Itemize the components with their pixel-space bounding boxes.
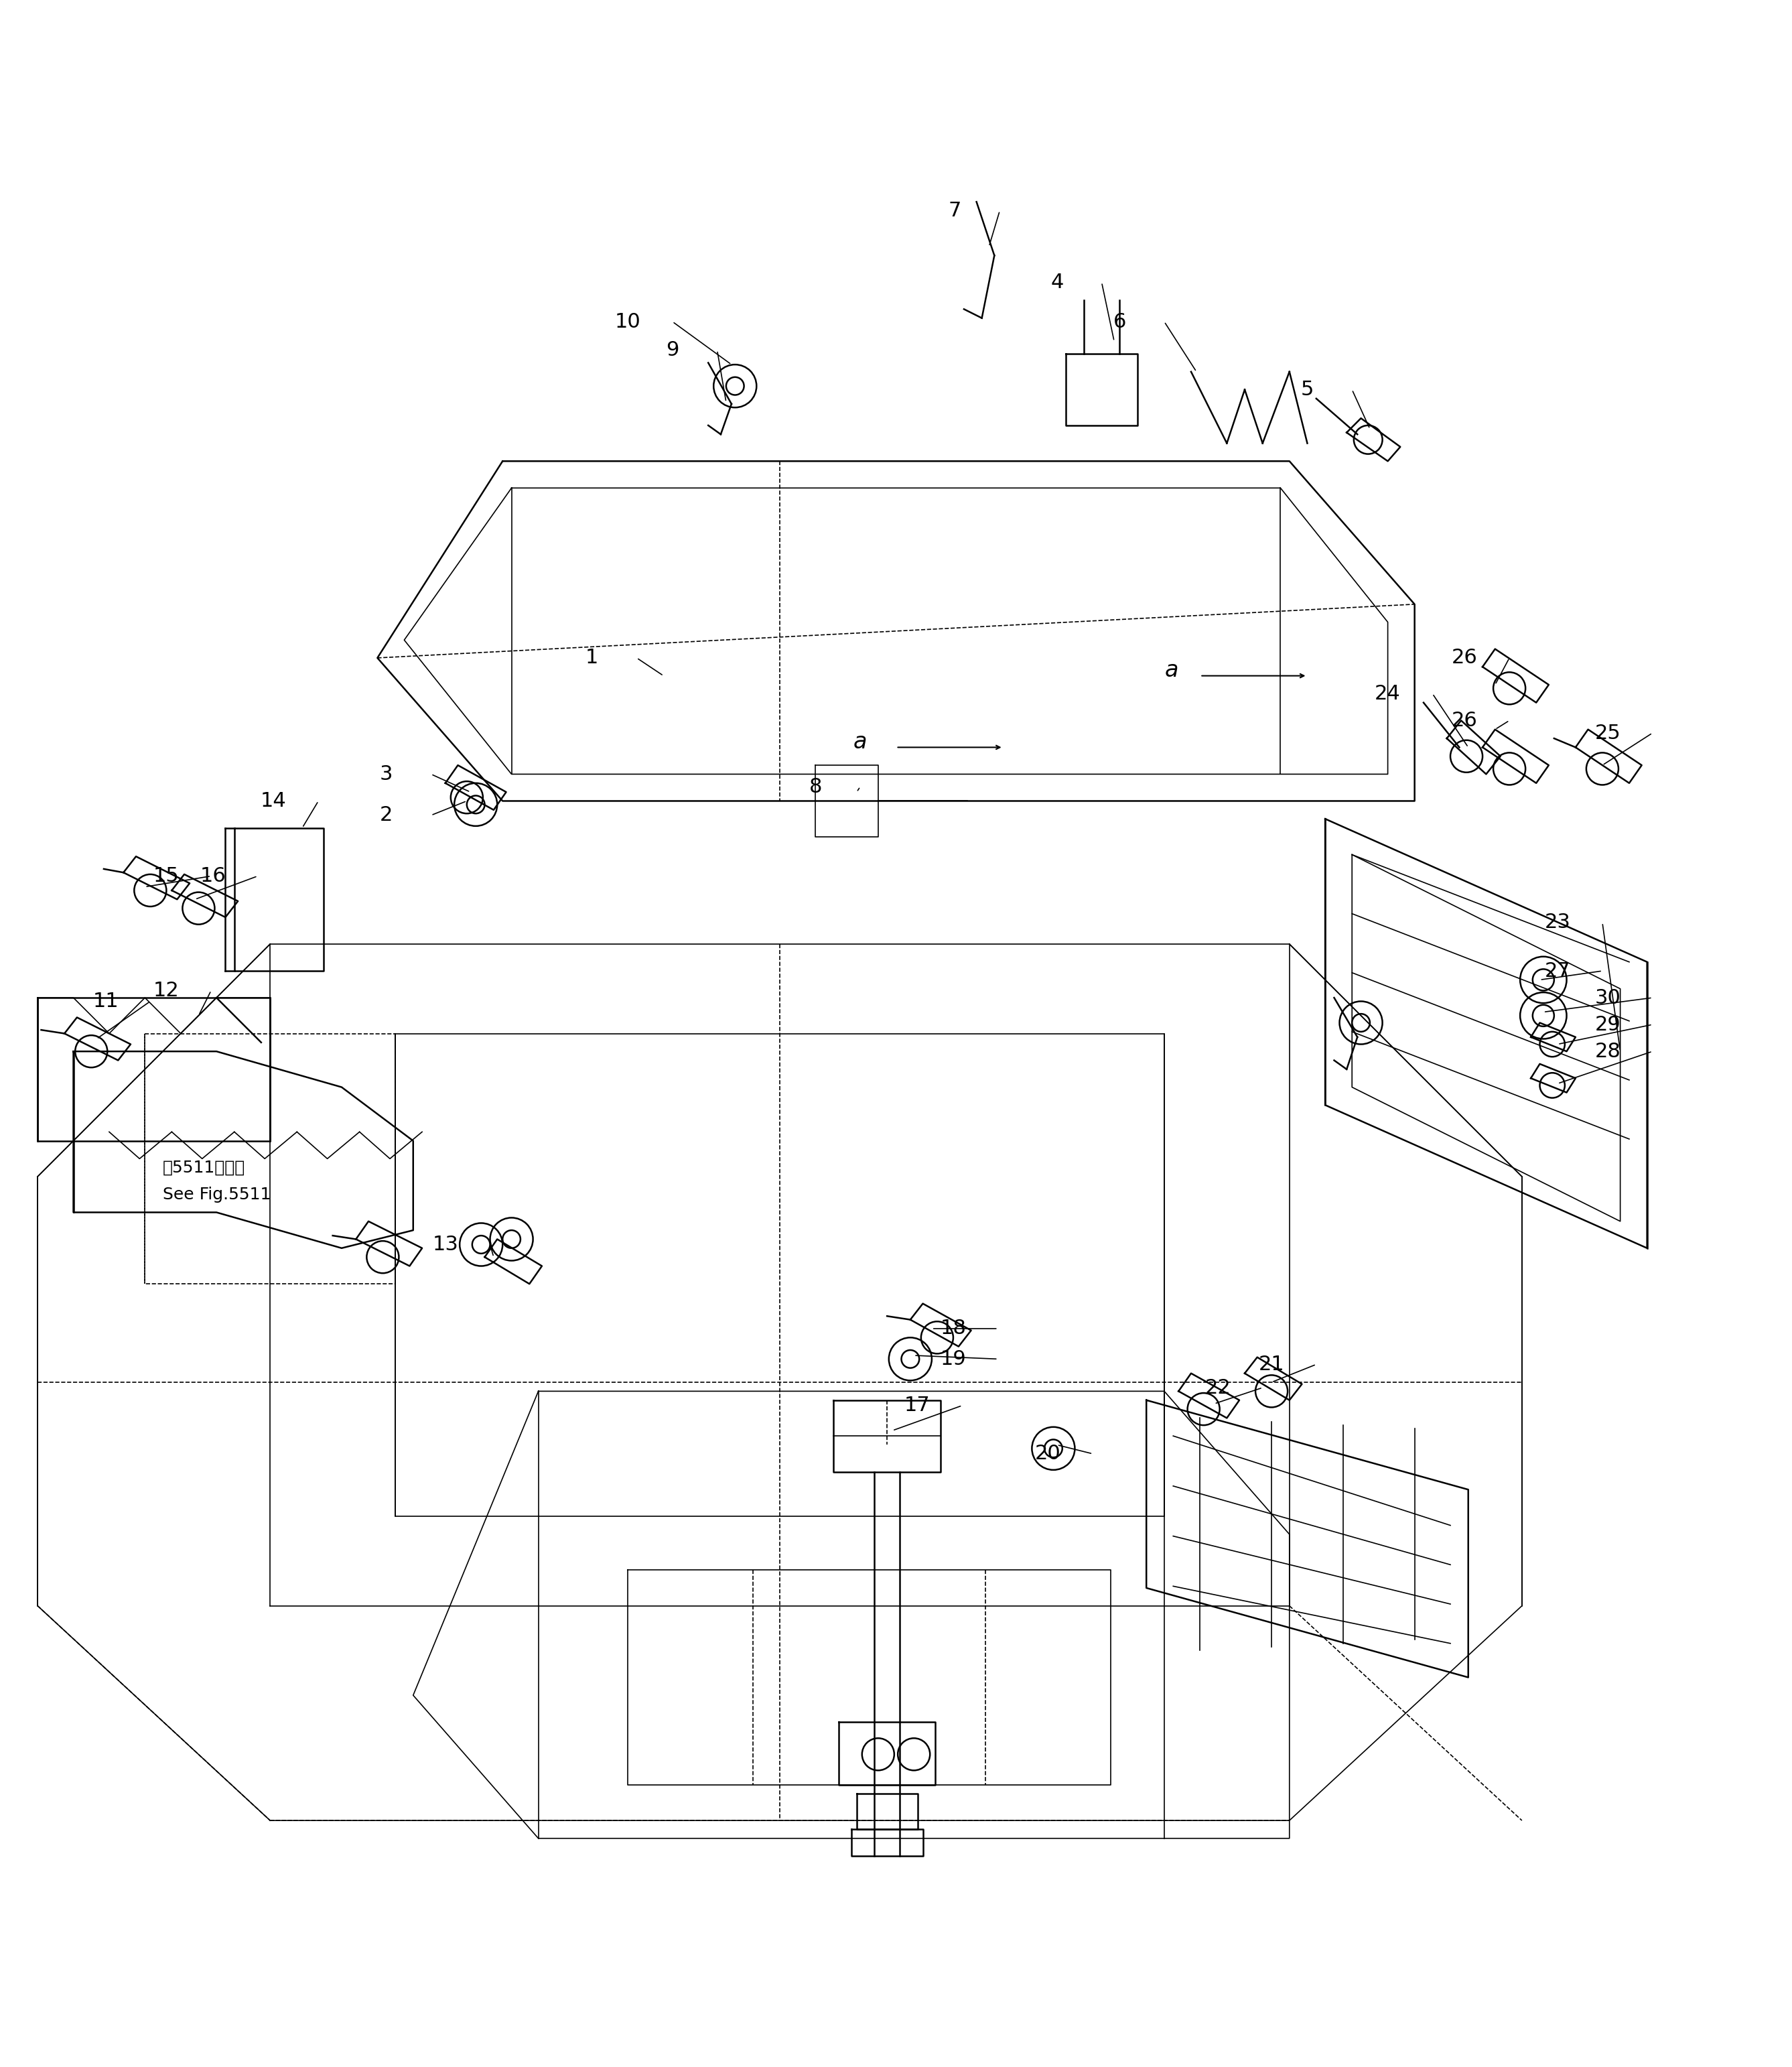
Text: a: a [1165,659,1179,682]
Text: 24: 24 [1374,684,1401,703]
Text: 9: 9 [667,341,679,360]
Text: 30: 30 [1595,988,1620,1007]
Text: 17: 17 [905,1395,930,1416]
Text: 13: 13 [432,1234,459,1255]
Text: 16: 16 [201,866,226,887]
Text: 26: 26 [1452,711,1478,730]
Text: 14: 14 [260,792,287,810]
Text: 3: 3 [380,765,392,783]
Text: a: a [853,732,867,752]
Text: 5: 5 [1301,380,1314,399]
Text: 23: 23 [1545,914,1570,932]
Text: 22: 22 [1204,1379,1231,1397]
Text: 1: 1 [586,649,599,668]
Text: 12: 12 [154,982,179,1000]
Text: 26: 26 [1452,649,1478,668]
Text: 20: 20 [1036,1445,1061,1463]
Text: 15: 15 [154,866,179,887]
Text: 7: 7 [948,200,962,221]
Text: 19: 19 [941,1350,966,1368]
Text: 10: 10 [615,312,642,331]
Text: 4: 4 [1050,273,1063,291]
Text: 6: 6 [1113,312,1125,331]
Text: 2: 2 [380,806,392,825]
Text: 28: 28 [1595,1042,1620,1060]
Text: 21: 21 [1258,1354,1285,1375]
Text: 8: 8 [808,777,823,796]
Text: 29: 29 [1595,1015,1620,1034]
Text: 18: 18 [941,1319,966,1337]
Text: 25: 25 [1595,723,1620,742]
Text: 27: 27 [1545,961,1570,980]
Text: 第5511図参照: 第5511図参照 [163,1160,246,1176]
Text: 11: 11 [93,992,118,1011]
Text: See Fig.5511: See Fig.5511 [163,1186,271,1203]
